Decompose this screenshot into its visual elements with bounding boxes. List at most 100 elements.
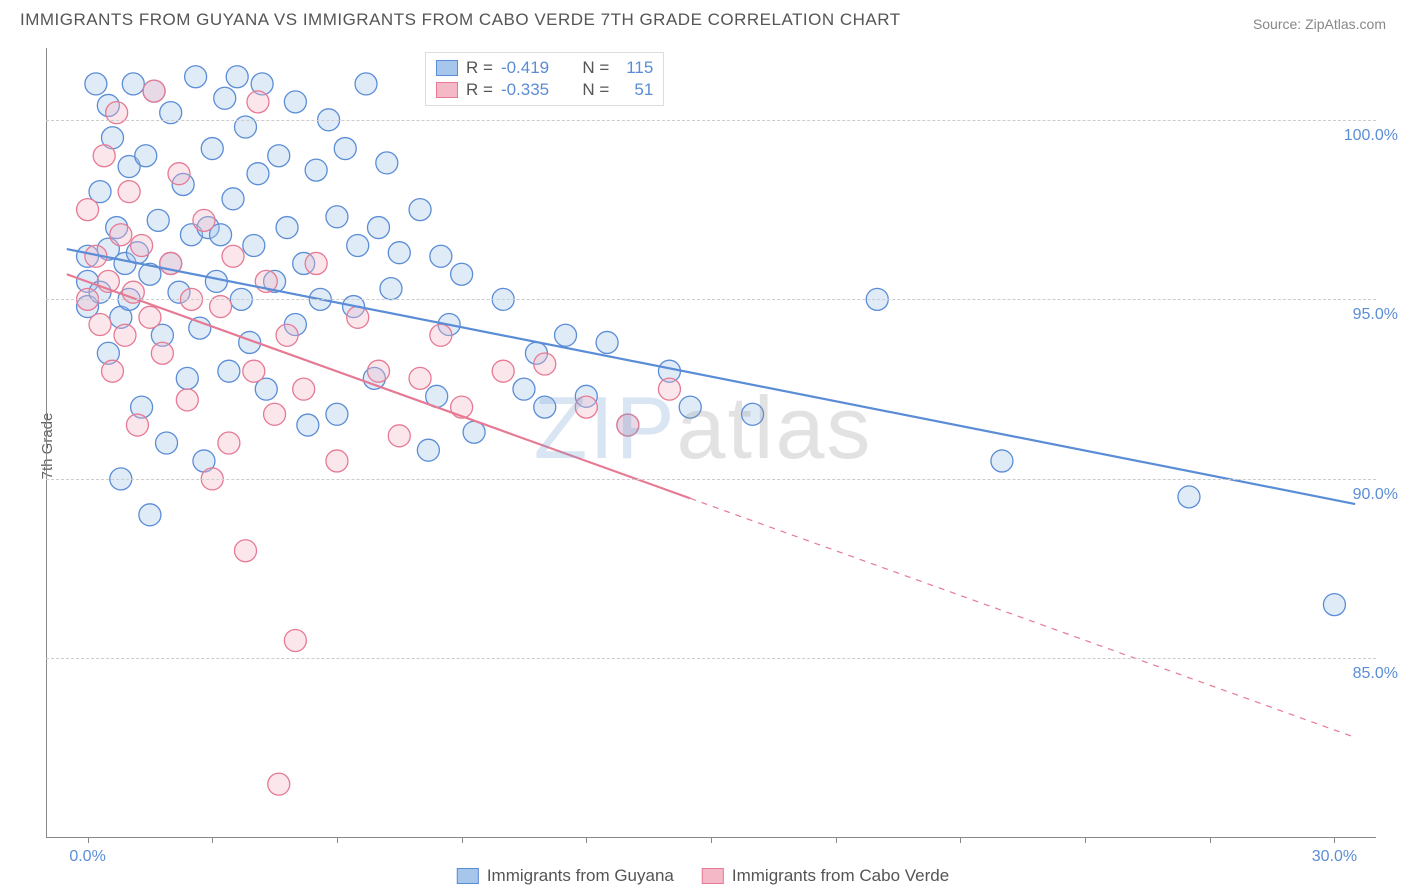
chart-svg bbox=[46, 48, 1376, 837]
data-point bbox=[334, 138, 356, 160]
data-point bbox=[991, 450, 1013, 472]
data-point bbox=[297, 414, 319, 436]
data-point bbox=[218, 432, 240, 454]
data-point bbox=[451, 263, 473, 285]
data-point bbox=[110, 224, 132, 246]
data-point bbox=[284, 91, 306, 113]
data-point bbox=[347, 306, 369, 328]
data-point bbox=[276, 217, 298, 239]
data-point bbox=[93, 145, 115, 167]
data-point bbox=[380, 278, 402, 300]
data-point bbox=[534, 396, 556, 418]
legend-r-label: R = bbox=[466, 80, 493, 100]
data-point bbox=[114, 324, 136, 346]
data-point bbox=[376, 152, 398, 174]
legend-series-label: Immigrants from Cabo Verde bbox=[732, 866, 949, 886]
data-point bbox=[243, 235, 265, 257]
x-tick bbox=[960, 837, 961, 843]
plot-area bbox=[46, 48, 1376, 838]
source-attribution: Source: ZipAtlas.com bbox=[1253, 16, 1386, 32]
data-point bbox=[305, 159, 327, 181]
legend-series: Immigrants from Guyana Immigrants from Ca… bbox=[457, 866, 949, 886]
data-point bbox=[1178, 486, 1200, 508]
data-point bbox=[218, 360, 240, 382]
legend-stats: R = -0.419 N = 115R = -0.335 N = 51 bbox=[425, 52, 664, 106]
data-point bbox=[205, 270, 227, 292]
data-point bbox=[102, 360, 124, 382]
gridline bbox=[46, 479, 1376, 480]
x-tick bbox=[836, 837, 837, 843]
data-point bbox=[268, 145, 290, 167]
legend-n-value: 115 bbox=[617, 58, 653, 78]
regression-line-extrapolated bbox=[690, 498, 1355, 737]
data-point bbox=[135, 145, 157, 167]
x-tick bbox=[1085, 837, 1086, 843]
data-point bbox=[235, 540, 257, 562]
data-point bbox=[201, 138, 223, 160]
x-tick bbox=[88, 837, 89, 843]
data-point bbox=[284, 630, 306, 652]
data-point bbox=[388, 242, 410, 264]
y-tick-label: 95.0% bbox=[1353, 306, 1398, 324]
data-point bbox=[430, 324, 452, 346]
data-point bbox=[193, 209, 215, 231]
data-point bbox=[534, 353, 556, 375]
data-point bbox=[247, 163, 269, 185]
legend-swatch bbox=[702, 868, 724, 884]
regression-line bbox=[67, 274, 690, 498]
x-tick-label: 30.0% bbox=[1312, 848, 1357, 866]
data-point bbox=[451, 396, 473, 418]
x-tick bbox=[1210, 837, 1211, 843]
legend-r-value: -0.335 bbox=[501, 80, 565, 100]
y-tick-label: 85.0% bbox=[1353, 665, 1398, 683]
data-point bbox=[226, 66, 248, 88]
y-tick-label: 100.0% bbox=[1344, 127, 1398, 145]
data-point bbox=[85, 73, 107, 95]
data-point bbox=[409, 199, 431, 221]
data-point bbox=[139, 504, 161, 526]
data-point bbox=[243, 360, 265, 382]
data-point bbox=[247, 91, 269, 113]
chart-title: IMMIGRANTS FROM GUYANA VS IMMIGRANTS FRO… bbox=[20, 10, 901, 30]
legend-series-item: Immigrants from Guyana bbox=[457, 866, 674, 886]
data-point bbox=[118, 181, 140, 203]
data-point bbox=[222, 188, 244, 210]
data-point bbox=[176, 389, 198, 411]
data-point bbox=[679, 396, 701, 418]
data-point bbox=[89, 314, 111, 336]
y-tick-label: 90.0% bbox=[1353, 486, 1398, 504]
data-point bbox=[326, 206, 348, 228]
data-point bbox=[176, 367, 198, 389]
legend-swatch bbox=[436, 60, 458, 76]
data-point bbox=[185, 66, 207, 88]
legend-series-item: Immigrants from Cabo Verde bbox=[702, 866, 949, 886]
x-tick bbox=[337, 837, 338, 843]
data-point bbox=[658, 378, 680, 400]
data-point bbox=[326, 450, 348, 472]
gridline bbox=[46, 658, 1376, 659]
legend-r-value: -0.419 bbox=[501, 58, 565, 78]
data-point bbox=[742, 403, 764, 425]
data-point bbox=[409, 367, 431, 389]
legend-series-label: Immigrants from Guyana bbox=[487, 866, 674, 886]
data-point bbox=[513, 378, 535, 400]
data-point bbox=[151, 342, 173, 364]
data-point bbox=[168, 163, 190, 185]
data-point bbox=[131, 235, 153, 257]
data-point bbox=[268, 773, 290, 795]
data-point bbox=[77, 199, 99, 221]
x-tick bbox=[1334, 837, 1335, 843]
data-point bbox=[126, 414, 148, 436]
data-point bbox=[368, 360, 390, 382]
data-point bbox=[355, 73, 377, 95]
legend-stats-row: R = -0.335 N = 51 bbox=[436, 79, 653, 101]
data-point bbox=[156, 432, 178, 454]
data-point bbox=[147, 209, 169, 231]
data-point bbox=[264, 403, 286, 425]
data-point bbox=[222, 245, 244, 267]
data-point bbox=[326, 403, 348, 425]
legend-n-label: N = bbox=[573, 58, 609, 78]
x-tick bbox=[711, 837, 712, 843]
data-point bbox=[122, 73, 144, 95]
gridline bbox=[46, 299, 1376, 300]
